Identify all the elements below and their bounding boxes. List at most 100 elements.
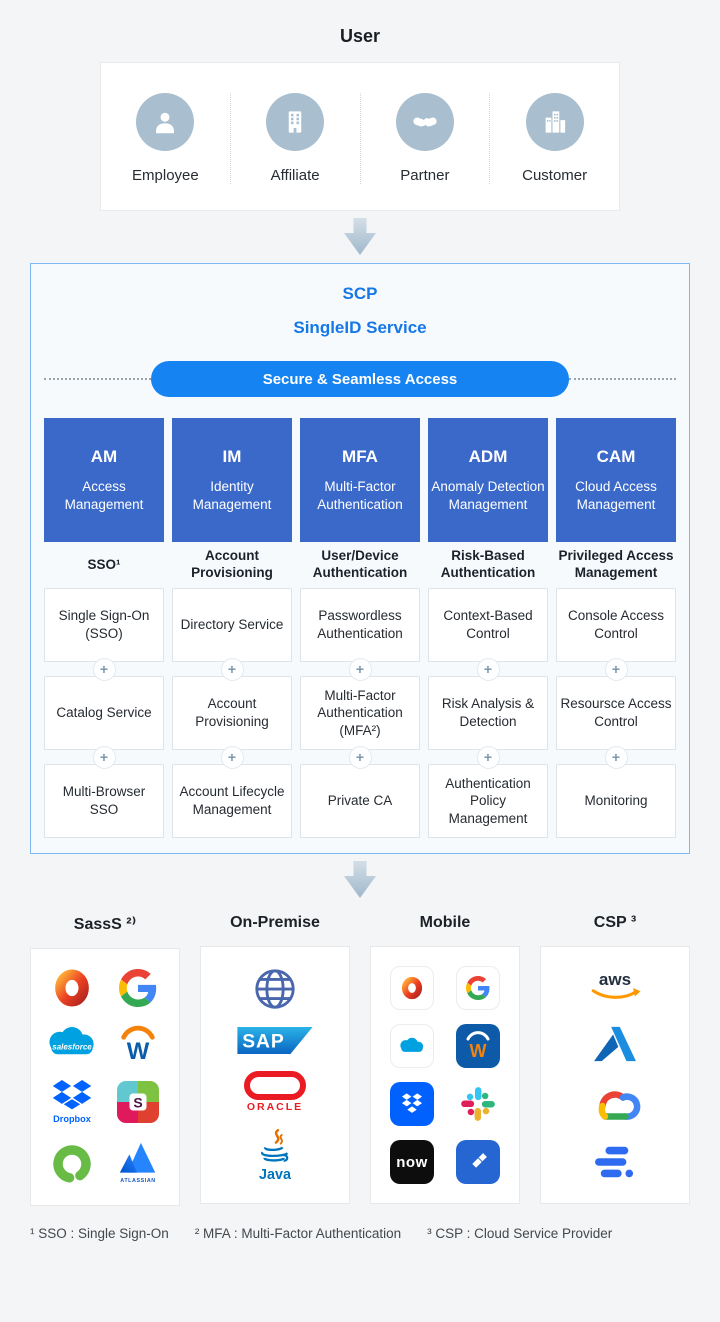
plus-icon: + [348, 657, 372, 681]
plus-connector: + [556, 745, 676, 769]
plus-icon: + [604, 657, 628, 681]
oracle-logo: ORACLE [239, 1069, 311, 1113]
column-category: SSO¹ [87, 556, 121, 572]
salesforce-app-icon [390, 1024, 434, 1068]
plus-icon: + [92, 745, 116, 769]
feature-box: Account Provisioning [172, 676, 292, 750]
feature-box: Monitoring [556, 764, 676, 838]
banner-row: Secure & Seamless Access [44, 361, 676, 397]
sap-logo: SAP [237, 1027, 313, 1055]
target-on-premise: On-Premise SAP ORACLE Java [200, 914, 350, 1206]
column-abbr: IM [222, 446, 242, 466]
feature-box: Directory Service [172, 588, 292, 662]
column-abbr: CAM [596, 446, 636, 466]
footnote-sso: ¹ SSO : Single Sign-On [30, 1226, 169, 1241]
column-adm: ADM Anomaly Detection Management Risk-Ba… [428, 418, 548, 838]
column-abbr: ADM [468, 446, 508, 466]
user-label: Affiliate [270, 167, 320, 184]
column-header-adm: ADM Anomaly Detection Management [428, 418, 548, 542]
column-name: Multi-Factor Authentication [317, 478, 403, 512]
workday-logo: W [115, 1022, 161, 1064]
user-section-title: User [339, 26, 381, 46]
affiliate-icon [266, 93, 325, 151]
target-saas: SassS ²⁾ salesforce W D [30, 914, 180, 1206]
plus-connector: + [300, 657, 420, 681]
plus-icon: + [476, 657, 500, 681]
salesforce-logo: salesforce [41, 1024, 103, 1062]
footnote-mfa: ² MFA : Multi-Factor Authentication [194, 1226, 402, 1241]
atlassian-logo: ATLASSIAN [115, 1140, 161, 1186]
feature-box: Authentication Policy Management [428, 764, 548, 838]
user-label: Employee [132, 167, 199, 184]
column-header-im: IM Identity Management [172, 418, 292, 542]
column-header-cam: CAM Cloud Access Management [556, 418, 676, 542]
target-csp: CSP ³ aws [540, 914, 690, 1206]
workday-app-icon: W [456, 1024, 500, 1068]
dotted-line-right [569, 378, 676, 380]
feature-box: Account Lifecycle Management [172, 764, 292, 838]
column-category: Privileged Access Management [558, 548, 674, 580]
dropbox-logo: Dropbox [50, 1078, 94, 1126]
user-card: Employee Affiliate Partner Customer [100, 62, 620, 211]
target-title-on-premise: On-Premise [230, 914, 320, 931]
plus-connector: + [428, 745, 548, 769]
plus-connector: + [172, 745, 292, 769]
column-im: IM Identity Management Account Provision… [172, 418, 292, 838]
targets-section: SassS ²⁾ salesforce W D [30, 914, 690, 1206]
svg-text:S: S [133, 1095, 142, 1111]
svg-text:ATLASSIAN: ATLASSIAN [120, 1178, 155, 1184]
column-header-mfa: MFA Multi-Factor Authentication [300, 418, 420, 542]
plus-connector: + [300, 745, 420, 769]
svg-text:ORACLE: ORACLE [247, 1101, 303, 1113]
plus-icon: + [92, 657, 116, 681]
plus-connector: + [556, 657, 676, 681]
svg-text:aws: aws [599, 970, 631, 989]
column-mfa: MFA Multi-Factor Authentication User/Dev… [300, 418, 420, 838]
java-logo: Java [253, 1128, 297, 1184]
qlik-logo [50, 1140, 94, 1186]
customer-icon [525, 93, 584, 151]
scp-title: SCP [342, 284, 378, 303]
user-label: Partner [400, 167, 450, 184]
target-card-csp: aws [540, 946, 690, 1204]
user-item-partner: Partner [359, 93, 490, 184]
target-title-mobile: Mobile [419, 914, 471, 931]
target-card-mobile: W now [370, 946, 520, 1204]
servicenow-wordmark: now [396, 1153, 428, 1171]
feature-box: Multi-Browser SSO [44, 764, 164, 838]
office-logo [52, 968, 92, 1008]
column-header-am: AM Access Management [44, 418, 164, 542]
aws-logo: aws [586, 969, 644, 1005]
plus-connector: + [44, 745, 164, 769]
secure-seamless-access-banner: Secure & Seamless Access [151, 361, 569, 397]
target-title-csp: CSP ³ [593, 914, 637, 931]
feature-box: Catalog Service [44, 676, 164, 750]
user-item-employee: Employee [101, 93, 230, 184]
singleid-service-title: SingleID Service [293, 318, 427, 337]
azure-logo [592, 1024, 638, 1064]
plus-connector: + [428, 657, 548, 681]
partner-icon [395, 93, 454, 151]
column-am: AM Access Management SSO¹ Single Sign-On… [44, 418, 164, 838]
target-mobile: Mobile W [370, 914, 520, 1206]
svg-text:salesforce: salesforce [52, 1043, 92, 1052]
user-item-customer: Customer [489, 93, 619, 184]
employee-icon [136, 93, 195, 151]
office-app-icon [390, 966, 434, 1010]
google-logo [119, 969, 157, 1007]
google-cloud-logo [589, 1084, 641, 1124]
feature-box: Private CA [300, 764, 420, 838]
footnote-csp: ³ CSP : Cloud Service Provider [427, 1226, 613, 1241]
feature-box: Multi-Factor Authentication (MFA²) [300, 676, 420, 750]
down-arrow-icon [0, 211, 720, 263]
slack-classic-logo: S [116, 1080, 160, 1124]
cloud-bars-logo [590, 1143, 640, 1181]
user-item-affiliate: Affiliate [229, 93, 360, 184]
feature-box: Passwordless Authentication [300, 588, 420, 662]
slack-app-icon [459, 1085, 497, 1123]
svg-text:W: W [127, 1038, 150, 1064]
column-abbr: AM [90, 446, 118, 466]
user-section: User Employee Affiliate Partner [0, 0, 720, 211]
feature-box: Console Access Control [556, 588, 676, 662]
svg-text:Dropbox: Dropbox [53, 1114, 92, 1124]
